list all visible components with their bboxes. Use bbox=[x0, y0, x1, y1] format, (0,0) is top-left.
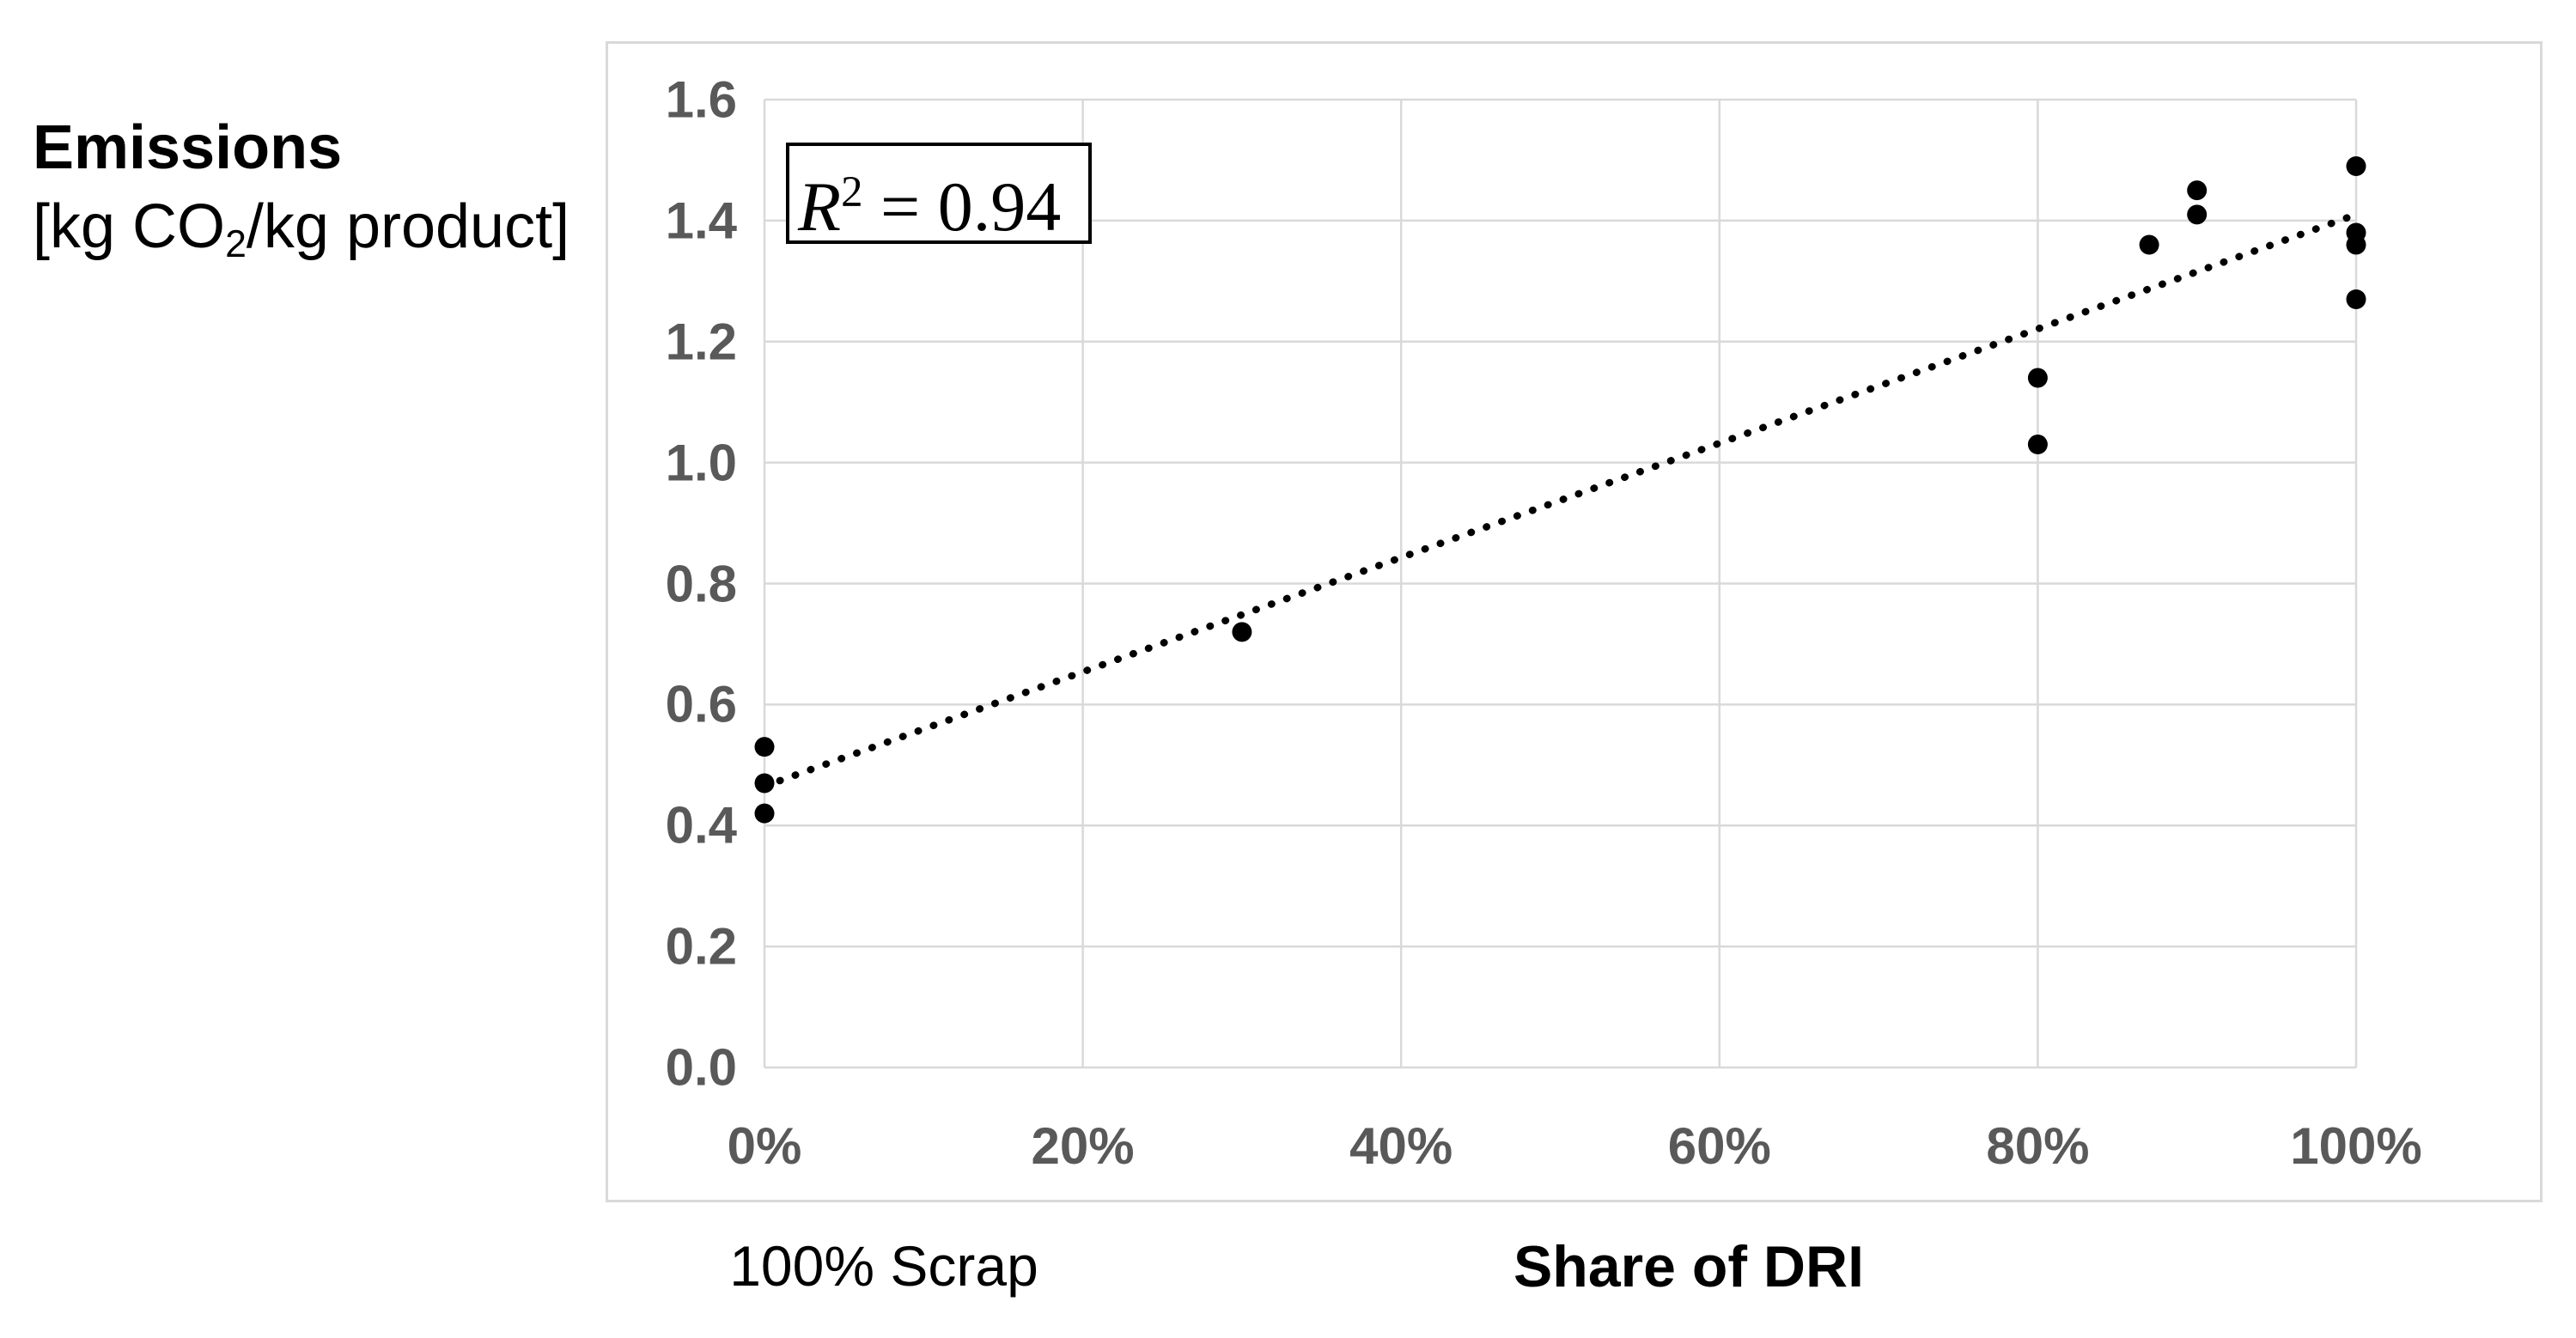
r-squared-annotation: R2 = 0.94 bbox=[786, 143, 1092, 246]
x-tick-label: 0% bbox=[727, 1117, 802, 1175]
x-tick-label: 100% bbox=[2290, 1117, 2422, 1175]
data-point bbox=[2346, 155, 2366, 176]
y-tick-label: 0.2 bbox=[665, 917, 737, 976]
y-tick-label: 1.2 bbox=[665, 313, 737, 371]
trendline bbox=[760, 210, 2360, 790]
x-axis-note-label: 100% Scrap bbox=[729, 1234, 1038, 1298]
data-point bbox=[1232, 622, 1252, 642]
r-squared-value: = 0.94 bbox=[862, 167, 1062, 246]
data-point bbox=[2346, 289, 2366, 309]
data-point bbox=[2139, 234, 2159, 255]
x-axis-title-label: Share of DRI bbox=[1513, 1234, 1865, 1299]
y-tick-label: 0.4 bbox=[665, 796, 737, 854]
r-squared-exponent: 2 bbox=[841, 167, 863, 216]
y-tick-label: 0.6 bbox=[665, 675, 737, 733]
data-point bbox=[2027, 434, 2048, 454]
data-points-group bbox=[754, 155, 2366, 824]
x-tick-label: 60% bbox=[1667, 1117, 1771, 1175]
data-point bbox=[2187, 180, 2208, 201]
data-point bbox=[2187, 204, 2208, 225]
data-point bbox=[754, 803, 775, 824]
data-point bbox=[2346, 234, 2366, 255]
y-tick-label: 1.6 bbox=[665, 70, 737, 129]
y-axis-unit-prefix: [kg CO bbox=[33, 192, 226, 261]
x-tick-label: 20% bbox=[1031, 1117, 1135, 1175]
data-point bbox=[2027, 368, 2048, 388]
y-tick-label: 1.4 bbox=[665, 192, 737, 250]
y-axis-unit-subscript: 2 bbox=[225, 223, 247, 266]
y-tick-label: 0.0 bbox=[665, 1038, 737, 1097]
data-point bbox=[754, 737, 775, 757]
x-tick-label: 80% bbox=[1986, 1117, 2090, 1175]
y-axis-title-unit: [kg CO2/kg product] bbox=[33, 187, 569, 284]
r-squared-symbol: R bbox=[798, 167, 842, 246]
y-axis-title-name: Emissions bbox=[33, 113, 343, 182]
y-tick-label: 1.0 bbox=[665, 434, 737, 492]
y-axis-unit-suffix: /kg product] bbox=[246, 192, 570, 261]
y-tick-label: 0.8 bbox=[665, 555, 737, 612]
y-axis-title: Emissions [kg CO2/kg product] bbox=[33, 108, 569, 284]
x-tick-label: 40% bbox=[1349, 1117, 1453, 1175]
gridlines bbox=[763, 98, 2358, 1069]
trendline-group bbox=[760, 210, 2360, 790]
data-point bbox=[754, 773, 775, 794]
